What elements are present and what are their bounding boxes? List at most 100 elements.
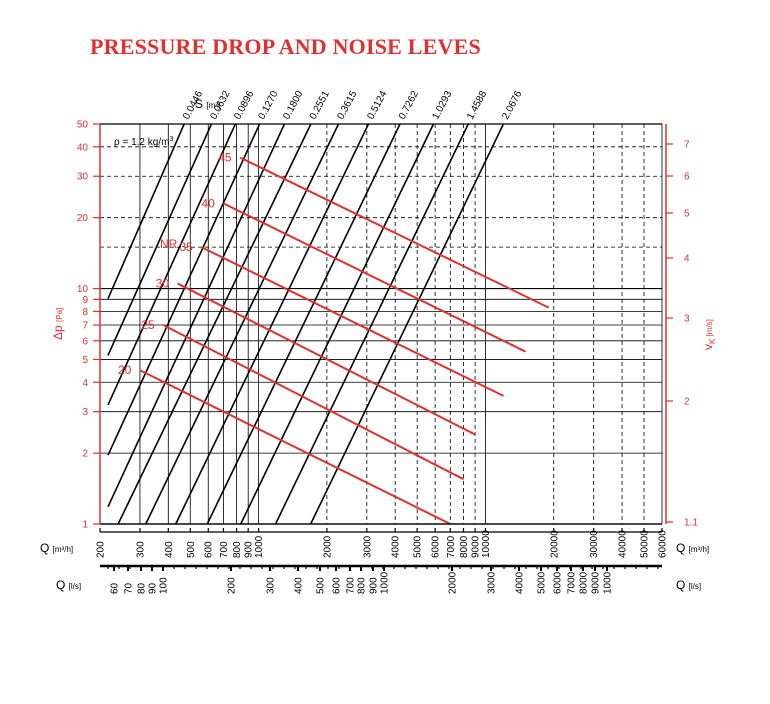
- right-tick-label-4: 4: [684, 254, 690, 265]
- right-axis-sub: K: [708, 338, 717, 344]
- q-m3h-label-200: 200: [96, 541, 107, 558]
- q-ls-label-0: 60: [110, 582, 121, 594]
- axes-layer: [93, 123, 673, 571]
- noise-label-25: 25: [141, 318, 155, 332]
- area-line-1.4588: [274, 123, 469, 525]
- area-axis-label: S [m²]: [195, 97, 220, 111]
- right-axis-unit: [m/s]: [705, 319, 714, 339]
- q-ls-label-21: 9000: [591, 571, 602, 594]
- area-label-0.7262: 0.7262: [397, 89, 421, 122]
- left-axis-unit: [Pa]: [55, 308, 64, 322]
- right-tick-label-6: 6: [684, 172, 690, 183]
- area-line-0.5124: [175, 123, 370, 525]
- q-m3h-axis-label-left: Q [m³/h]: [40, 541, 73, 555]
- q-ls-axis-label-right: Q [l/s]: [676, 578, 701, 592]
- right-tick-label-2: 2: [684, 397, 690, 408]
- q-m3h-label-8000: 8000: [459, 535, 470, 558]
- q-ls-axis-label-left: Q [l/s]: [56, 578, 81, 592]
- area-label-0.1800: 0.1800: [281, 89, 305, 122]
- q-m3h-label-5000: 5000: [413, 535, 424, 558]
- noise-label-30: 30: [156, 277, 170, 291]
- left-tick-label-8: 8: [82, 307, 88, 318]
- q-ls-label-4: 100: [159, 577, 170, 594]
- left-tick-label-20: 20: [77, 213, 89, 224]
- area-label-0.5124: 0.5124: [365, 89, 389, 122]
- area-label-1.4588: 1.4588: [465, 89, 489, 122]
- right-tick-label-7: 7: [684, 140, 690, 151]
- grid-layer: [99, 123, 663, 525]
- q-m3h-label-3000: 3000: [362, 535, 373, 558]
- left-tick-label-9: 9: [82, 295, 88, 306]
- right-axis-label: vK [m/s]: [701, 319, 717, 350]
- area-line-0.1270: [107, 123, 261, 456]
- area-line-0.0632: [107, 123, 213, 356]
- left-axis-label: Δp [Pa]: [51, 308, 65, 340]
- left-tick-label-4: 4: [82, 378, 88, 389]
- area-line-0.7262: [206, 123, 401, 525]
- area-label-0.2551: 0.2551: [308, 89, 332, 122]
- q-m3h-label-600: 600: [204, 541, 215, 558]
- area-line-0.0446: [107, 123, 185, 300]
- q-ls-axis-unit-right: [l/s]: [689, 582, 701, 591]
- q-ls-label-1: 70: [124, 582, 135, 594]
- noise-line-20: [139, 369, 451, 525]
- q-m3h-label-10000: 10000: [481, 530, 492, 558]
- area-label-0.1270: 0.1270: [256, 89, 280, 122]
- noise-label-35: 35: [179, 240, 193, 254]
- right-tick-label-1.1: 1.1: [684, 518, 698, 529]
- area-line-0.3615: [145, 123, 340, 525]
- q-m3h-label-2000: 2000: [322, 535, 333, 558]
- q-m3h-label-9000: 9000: [471, 535, 482, 558]
- q-m3h-label-50000: 50000: [640, 530, 651, 558]
- noise-line-35: [201, 246, 504, 397]
- left-tick-label-3: 3: [82, 407, 88, 418]
- q-m3h-label-300: 300: [135, 541, 146, 558]
- q-ls-label-16: 4000: [515, 571, 526, 594]
- q-m3h-label-1000: 1000: [254, 535, 265, 558]
- q-m3h-label-7000: 7000: [446, 535, 457, 558]
- area-line-0.2551: [117, 123, 312, 525]
- left-tick-label-6: 6: [82, 336, 88, 347]
- area-line-1.0293: [240, 123, 435, 525]
- q-ls-label-7: 400: [294, 577, 305, 594]
- q-m3h-label-900: 900: [244, 541, 255, 558]
- noise-line-45: [239, 156, 550, 309]
- q-m3h-axis-unit-right: [m³/h]: [689, 545, 709, 554]
- left-tick-label-50: 50: [77, 120, 89, 131]
- area-lines: [107, 123, 505, 525]
- noise-line-40: [222, 202, 526, 353]
- labels-layer: 0.0446 0.0632 0.0896 0.1270 0.1800 0.2551 0.36…: [40, 89, 717, 594]
- q-ls-label-10: 700: [346, 577, 357, 594]
- q-ls-label-5: 200: [227, 577, 238, 594]
- chart-title: PRESSURE DROP AND NOISE LEVES: [90, 34, 481, 59]
- area-label-1.0293: 1.0293: [430, 89, 454, 122]
- q-m3h-label-4000: 4000: [391, 535, 402, 558]
- q-m3h-label-30000: 30000: [589, 530, 600, 558]
- q-ls-label-18: 6000: [553, 571, 564, 594]
- noise-line-30: [177, 282, 476, 436]
- noise-line-25: [162, 324, 464, 481]
- q-ls-label-19: 7000: [567, 571, 578, 594]
- q-m3h-label-500: 500: [186, 541, 197, 558]
- area-label-0.3615: 0.3615: [335, 89, 359, 122]
- q-m3h-label-40000: 40000: [618, 530, 629, 558]
- left-tick-label-10: 10: [77, 284, 89, 295]
- noise-label-20: 20: [118, 363, 132, 377]
- q-ls-axis-unit-left: [l/s]: [69, 582, 81, 591]
- q-m3h-label-400: 400: [164, 541, 175, 558]
- area-label-0.0896: 0.0896: [232, 89, 256, 122]
- density-note-sup: 3: [169, 136, 173, 143]
- left-tick-label-30: 30: [77, 172, 89, 183]
- noise-label-40: 40: [201, 196, 215, 210]
- q-ls-label-11: 800: [357, 577, 368, 594]
- noise-axis-label: NR: [160, 237, 178, 251]
- q-m3h-label-800: 800: [232, 541, 243, 558]
- q-m3h-label-60000: 60000: [658, 530, 669, 558]
- q-ls-label-13: 1000: [380, 571, 391, 594]
- noise-lines: [139, 156, 550, 525]
- q-ls-label-20: 8000: [579, 571, 590, 594]
- q-ls-label-14: 2000: [448, 571, 459, 594]
- q-ls-label-2: 80: [137, 582, 148, 594]
- q-m3h-label-700: 700: [219, 541, 230, 558]
